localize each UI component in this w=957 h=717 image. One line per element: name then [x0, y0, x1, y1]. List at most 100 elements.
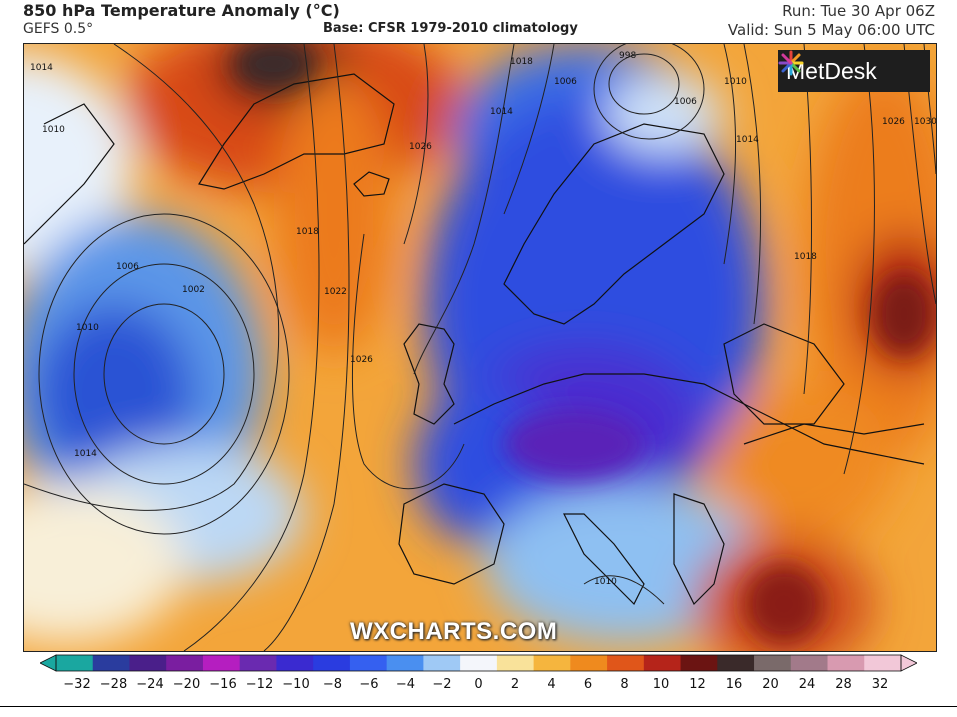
colorbar-left-arrow	[40, 654, 57, 672]
colorbar-segment	[754, 655, 792, 671]
colorbar-segments	[56, 655, 902, 671]
isobar-labels: 1014 1010 1006 1002 1010 1014 1018 1022 …	[30, 51, 936, 587]
isobar-1018-north	[413, 44, 515, 375]
colorbar-tick-label: 6	[583, 677, 593, 692]
isobar-998	[608, 53, 680, 115]
isobar-label: 1022	[324, 287, 347, 297]
colorbar-segment	[202, 655, 241, 671]
colorbar-segment	[460, 655, 498, 671]
colorbar-segment	[166, 655, 204, 671]
isobar-1002	[103, 303, 225, 445]
isobar-1018-west	[183, 44, 320, 651]
colorbar-frame	[55, 654, 902, 672]
greenland-coast	[198, 73, 395, 190]
isobar-label: 1030	[914, 117, 936, 127]
colorbar-tick-label: −8	[322, 677, 343, 692]
colorbar-tick-label: −24	[136, 677, 164, 692]
colorbar-tick-label: 12	[689, 677, 706, 692]
isobar-1014-west	[24, 44, 280, 511]
colorbar-tick-label: 4	[547, 677, 556, 692]
colorbar-segment	[533, 655, 571, 671]
colorbar	[40, 654, 917, 672]
colorbar-tick-label: 20	[762, 677, 779, 692]
colorbar-segment	[827, 655, 865, 671]
isobar-label: 1006	[554, 77, 577, 87]
colorbar-segment	[239, 655, 277, 671]
colorbar-segment	[129, 655, 167, 671]
isobar-label: 1026	[882, 117, 905, 127]
isobar-label: 1026	[409, 142, 432, 152]
isobar-1022	[263, 44, 350, 651]
colorbar-segment	[790, 655, 829, 671]
colorbar-tick-label: 32	[871, 677, 889, 692]
colorbar-segment	[313, 655, 351, 671]
eastern-europe-border	[723, 323, 845, 425]
scandinavia-coast	[503, 123, 725, 325]
isobar-1018-east	[843, 44, 875, 475]
model-label: GEFS 0.5°	[23, 21, 94, 37]
canada-coast	[24, 103, 115, 245]
isobar-label: 1018	[794, 252, 817, 262]
colorbar-segment	[423, 655, 461, 671]
colorbar-right-arrow	[900, 654, 917, 672]
colorbar-segment	[386, 655, 424, 671]
colorbar-tick-label: −28	[99, 677, 128, 692]
colorbar-tick-label: −12	[245, 677, 274, 692]
isobar-1006-east	[723, 44, 737, 265]
colorbar-tick-label: −32	[63, 677, 91, 692]
colorbar-tick-label: −16	[209, 677, 237, 692]
isobar-1010-south	[583, 575, 665, 605]
iceland-coast	[353, 171, 390, 197]
colorbar-tick-label: −10	[282, 677, 310, 692]
chart-header: 850 hPa Temperature Anomaly (°C) GEFS 0.…	[0, 0, 957, 46]
isobar-1026-a	[351, 233, 465, 490]
colorbar-tick-label: −2	[432, 677, 452, 692]
chart-title: 850 hPa Temperature Anomaly (°C)	[23, 1, 340, 20]
colorbar-tick-label: 10	[652, 677, 670, 692]
isobar-label: 1018	[296, 227, 319, 237]
climatology-base-label: Base: CFSR 1979-2010 climatology	[323, 21, 578, 36]
anomaly-map: 1014 1010 1006 1002 1010 1014 1018 1022 …	[23, 43, 937, 652]
colorbar-tick-label: −4	[395, 677, 416, 692]
colorbar-tick-label: 0	[474, 677, 483, 692]
black-sea-coast	[743, 423, 925, 445]
isobar-label: 1010	[724, 77, 747, 87]
isobar-label: 1006	[116, 262, 139, 272]
central-europe-coast	[453, 373, 925, 465]
colorbar-segment	[92, 655, 130, 671]
wxcharts-watermark: WXCHARTS.COM	[350, 618, 558, 645]
bottom-rule	[0, 706, 957, 707]
colorbar-tick-label: 28	[835, 677, 852, 692]
balkans-coast	[673, 493, 725, 606]
colorbar-segment	[570, 655, 608, 671]
colorbar-tick-label: −6	[359, 677, 379, 692]
colorbar-segment	[864, 655, 902, 671]
metdesk-star-icon	[778, 50, 804, 76]
colorbar-segment	[56, 655, 94, 671]
isobar-label: 1018	[510, 57, 533, 67]
isobar-label: 1010	[594, 577, 617, 587]
isobar-label: 1026	[350, 355, 373, 365]
colorbar-segment	[607, 655, 645, 671]
coastlines	[24, 73, 925, 606]
isobar-1010-east	[743, 44, 762, 325]
isobar-label: 1002	[182, 285, 205, 295]
colorbar-tick-label: 24	[798, 677, 816, 692]
colorbar-segment	[276, 655, 314, 671]
isobar-label: 1006	[674, 97, 697, 107]
isobar-1010	[38, 213, 290, 535]
anomaly-cores	[234, 44, 934, 644]
colorbar-segment	[643, 655, 682, 671]
isobar-1014-north	[503, 44, 555, 215]
valid-time-label: Valid: Sun 5 May 06:00 UTC	[727, 21, 935, 39]
isobar-1006	[73, 263, 255, 485]
isobar-label: 998	[619, 51, 636, 61]
metdesk-logo: MetDesk	[778, 50, 930, 92]
colorbar-tick-label: −20	[172, 677, 201, 692]
isobar-label: 1014	[490, 107, 513, 117]
isobar-label: 1010	[76, 323, 99, 333]
isobar-label: 1014	[30, 63, 53, 73]
iberia-coast	[398, 483, 505, 585]
run-time-label: Run: Tue 30 Apr 06Z	[782, 2, 935, 20]
colorbar-segment	[717, 655, 755, 671]
